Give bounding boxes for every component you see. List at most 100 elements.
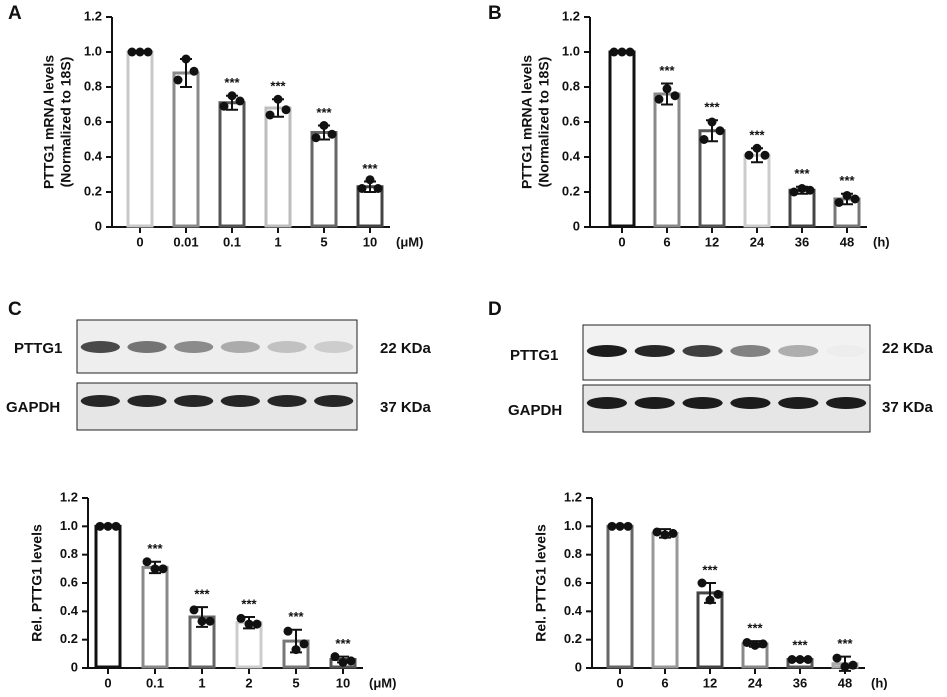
x-unit-label: (μM): [396, 234, 423, 249]
blot-band: [220, 341, 260, 353]
bar: [141, 565, 169, 669]
data-point: [205, 616, 215, 626]
blot-band: [586, 397, 628, 409]
data-point: [617, 47, 627, 57]
x-tick-label: 0.1: [223, 234, 241, 249]
data-point: [281, 105, 291, 115]
bar: [606, 524, 634, 669]
y-tick-label: 0.6: [60, 574, 78, 589]
x-tick-label: 36: [793, 675, 807, 690]
data-point: [787, 655, 797, 664]
data-point: [127, 47, 137, 57]
blot-band: [174, 395, 214, 407]
data-point: [760, 150, 770, 160]
x-tick-label: 10: [336, 675, 350, 690]
y-tick-label: 1.0: [564, 518, 582, 533]
bar: [653, 92, 681, 228]
data-point: [338, 657, 348, 667]
significance-label: ***: [270, 79, 286, 94]
data-point: [311, 133, 321, 143]
blot-band: [127, 341, 167, 353]
significance-label: ***: [316, 105, 332, 120]
blot-band: [730, 345, 771, 357]
panel-letter: C: [8, 299, 22, 320]
y-tick-label: 0.8: [84, 78, 102, 93]
y-tick-label: 1.2: [60, 489, 78, 504]
data-point: [615, 521, 625, 531]
significance-label: ***: [335, 636, 351, 651]
panel-letter: B: [488, 3, 502, 24]
x-tick-label: 1: [198, 675, 205, 690]
blot-size: 22 KDa: [882, 340, 934, 357]
significance-label: ***: [659, 63, 675, 78]
x-tick-label: 0: [616, 675, 623, 690]
blot-band: [127, 395, 167, 407]
data-point: [319, 121, 329, 130]
significance-label: ***: [839, 173, 855, 188]
data-point: [103, 521, 113, 531]
y-tick-label: 0.8: [562, 78, 580, 93]
data-point: [283, 626, 293, 636]
data-point: [299, 639, 309, 649]
significance-label: ***: [224, 75, 240, 90]
bar: [94, 524, 122, 669]
x-tick-label: 1: [274, 234, 281, 249]
blot-band: [586, 345, 628, 357]
y-tick-label: 0: [71, 659, 78, 674]
significance-label: ***: [194, 587, 210, 602]
y-tick-label: 1.2: [564, 489, 582, 504]
y-tick-label: 0: [573, 218, 580, 233]
blot-frame: [582, 384, 871, 433]
blot-size: 37 KDa: [882, 399, 934, 416]
y-tick-label: 0.4: [84, 148, 103, 163]
data-point: [652, 527, 662, 537]
y-axis-label: (Normalized to 18S): [58, 57, 74, 188]
blot-band: [778, 397, 819, 409]
significance-label: ***: [241, 596, 257, 611]
blot-band: [826, 345, 866, 357]
bar: [698, 129, 726, 228]
panel-letter: D: [488, 299, 502, 320]
blot-d: PTTG1 GAPDH 22 KDa 37 KDa: [508, 324, 934, 433]
blot-band: [174, 341, 214, 353]
data-point: [365, 175, 375, 185]
y-tick-label: 0: [95, 218, 102, 233]
data-point: [111, 521, 121, 531]
data-point: [189, 66, 199, 76]
bar: [310, 131, 338, 228]
data-point: [219, 101, 229, 111]
blot-label: GAPDH: [6, 399, 60, 416]
data-point: [291, 645, 301, 655]
x-unit-label: (h): [871, 675, 888, 690]
x-tick-label: 0.01: [173, 234, 198, 249]
x-tick-label: 2: [245, 675, 252, 690]
data-point: [832, 653, 842, 663]
data-point: [244, 619, 254, 629]
bar: [126, 50, 154, 228]
data-point: [750, 640, 760, 650]
x-tick-label: 5: [292, 675, 299, 690]
x-tick-label: 48: [838, 675, 852, 690]
data-point: [834, 198, 844, 207]
data-point: [697, 578, 707, 588]
y-tick-label: 1.0: [84, 43, 102, 58]
data-point: [273, 94, 283, 104]
y-tick-label: 0.4: [562, 148, 581, 163]
significance-label: ***: [794, 166, 810, 181]
data-point: [758, 639, 768, 649]
blot-band: [682, 397, 723, 409]
blot-band: [314, 395, 354, 407]
blot-band: [314, 341, 354, 353]
data-point: [668, 528, 678, 538]
x-tick-label: 36: [795, 234, 809, 249]
y-tick-label: 0.2: [60, 631, 78, 646]
y-tick-label: 0.6: [564, 574, 582, 589]
data-point: [265, 110, 275, 120]
data-point: [346, 656, 356, 666]
y-tick-label: 0.6: [84, 113, 102, 128]
x-tick-label: 24: [750, 234, 765, 249]
blot-label: PTTG1: [510, 347, 558, 364]
y-axis-label: Rel. PTTG1 levels: [29, 524, 45, 642]
blot-c: PTTG1 GAPDH 22 KDa 37 KDa: [6, 319, 432, 431]
